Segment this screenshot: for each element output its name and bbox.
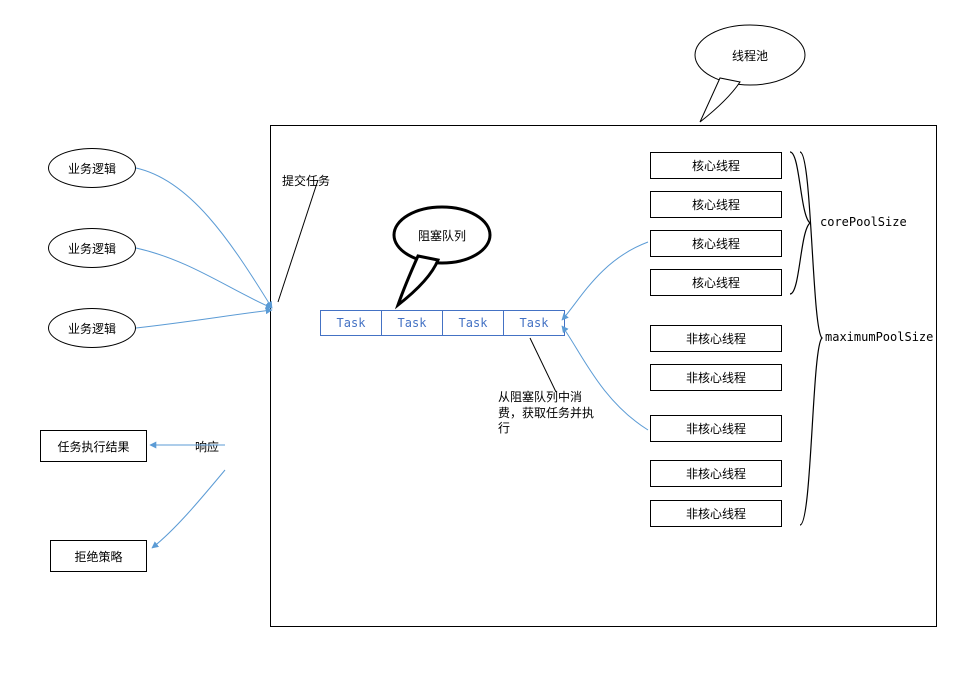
task-result-box: 任务执行结果 — [40, 430, 147, 462]
noncore-thread-0: 非核心线程 — [650, 325, 782, 352]
queue-cell-3: Task — [503, 310, 565, 336]
arrow-biz3 — [136, 310, 272, 328]
noncore-thread-1: 非核心线程 — [650, 364, 782, 391]
queue-cell-1: Task — [381, 310, 443, 336]
arrow-biz1 — [136, 168, 272, 308]
task-result-label: 任务执行结果 — [57, 438, 129, 455]
core-thread-1-label: 核心线程 — [692, 196, 740, 213]
business-logic-2: 业务逻辑 — [48, 228, 136, 268]
noncore-thread-3-label: 非核心线程 — [686, 465, 746, 482]
business-logic-3: 业务逻辑 — [48, 308, 136, 348]
core-thread-3-label: 核心线程 — [692, 274, 740, 291]
thread-pool-bubble-text: 线程池 — [732, 48, 768, 63]
noncore-thread-3: 非核心线程 — [650, 460, 782, 487]
core-thread-0-label: 核心线程 — [692, 157, 740, 174]
noncore-thread-4-label: 非核心线程 — [686, 505, 746, 522]
core-thread-0: 核心线程 — [650, 152, 782, 179]
thread-pool-container — [270, 125, 937, 627]
thread-pool-bubble: 线程池 — [695, 25, 805, 122]
core-thread-1: 核心线程 — [650, 191, 782, 218]
consume-label: 从阻塞队列中消 费，获取任务并执 行 — [498, 390, 608, 437]
consume-line-0: 从阻塞队列中消 — [498, 390, 582, 404]
arrow-reject — [152, 470, 225, 548]
business-logic-3-label: 业务逻辑 — [68, 320, 116, 337]
consume-line-1: 费，获取任务并执 — [498, 406, 594, 420]
queue-cell-0-label: Task — [337, 316, 366, 330]
arrow-biz2 — [136, 248, 272, 308]
core-thread-3: 核心线程 — [650, 269, 782, 296]
maximum-pool-size-label: maximumPoolSize — [825, 330, 933, 344]
queue-cell-2: Task — [442, 310, 504, 336]
consume-line-2: 行 — [498, 421, 510, 435]
noncore-thread-2-label: 非核心线程 — [686, 420, 746, 437]
response-label: 响应 — [195, 438, 219, 455]
business-logic-1-label: 业务逻辑 — [68, 160, 116, 177]
submit-task-label: 提交任务 — [282, 172, 330, 189]
reject-policy-label: 拒绝策略 — [74, 548, 122, 565]
queue-cell-3-label: Task — [520, 316, 549, 330]
core-pool-size-label: corePoolSize — [820, 215, 907, 229]
queue-cell-2-label: Task — [459, 316, 488, 330]
noncore-thread-4: 非核心线程 — [650, 500, 782, 527]
noncore-thread-2: 非核心线程 — [650, 415, 782, 442]
blocking-queue: Task Task Task Task — [320, 310, 565, 336]
reject-policy-box: 拒绝策略 — [50, 540, 147, 572]
queue-cell-0: Task — [320, 310, 382, 336]
business-logic-1: 业务逻辑 — [48, 148, 136, 188]
noncore-thread-0-label: 非核心线程 — [686, 330, 746, 347]
queue-cell-1-label: Task — [398, 316, 427, 330]
core-thread-2: 核心线程 — [650, 230, 782, 257]
business-logic-2-label: 业务逻辑 — [68, 240, 116, 257]
core-thread-2-label: 核心线程 — [692, 235, 740, 252]
noncore-thread-1-label: 非核心线程 — [686, 369, 746, 386]
